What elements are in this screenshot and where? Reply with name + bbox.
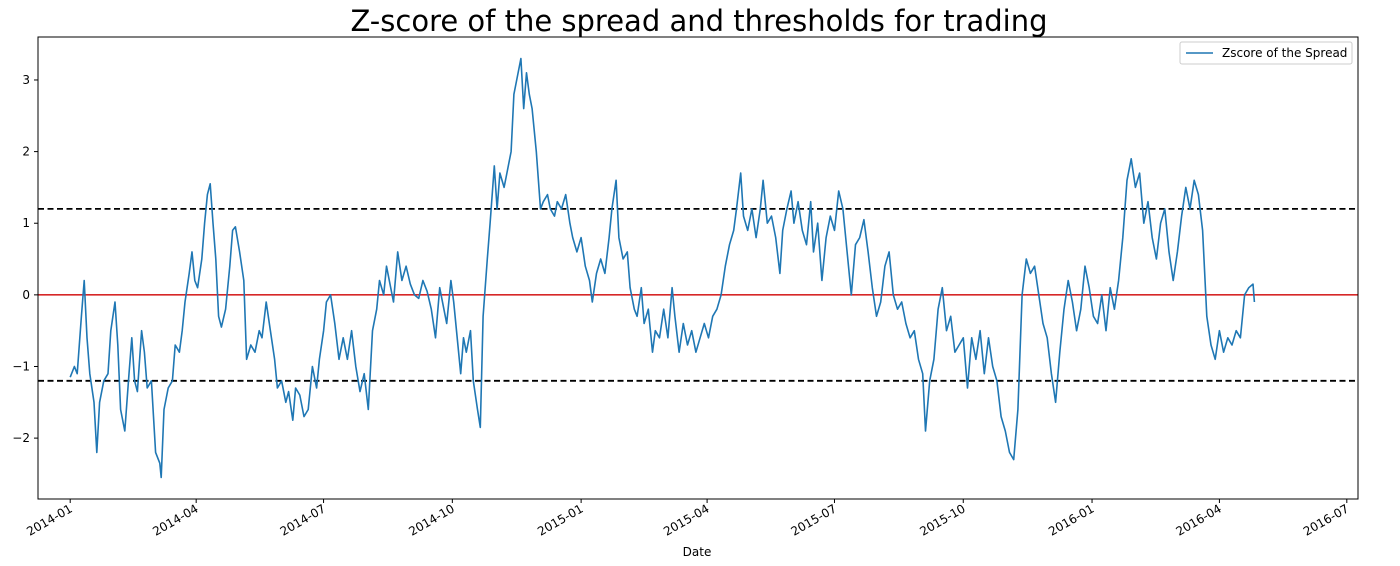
y-tick-label: 3	[22, 73, 30, 87]
series-line-zscore	[69, 57, 1256, 479]
x-tick-label: 2016-04	[1173, 501, 1223, 538]
chart-title: Z-score of the spread and thresholds for…	[350, 4, 1047, 38]
y-tick-label: 2	[22, 145, 30, 159]
x-tick-label: 2014-01	[24, 501, 74, 538]
x-tick-label: 2015-07	[789, 501, 839, 538]
x-tick-label: 2014-04	[150, 501, 200, 538]
y-axis: 3 2 1 0 −1 −2	[12, 73, 38, 445]
x-tick-label: 2015-10	[917, 501, 967, 538]
x-axis-label: Date	[683, 545, 712, 559]
y-tick-label: 0	[22, 288, 30, 302]
plot-area	[38, 57, 1358, 479]
x-axis: 2014-01 2014-04 2014-07 2014-10 2015-01 2015-…	[24, 499, 1351, 539]
x-tick-label: 2014-07	[278, 501, 328, 538]
legend-box	[1179, 41, 1353, 65]
x-tick-label: 2016-01	[1046, 501, 1096, 538]
y-tick-label: −1	[12, 359, 30, 373]
x-tick-label: 2015-01	[535, 501, 585, 538]
y-tick-label: 1	[22, 216, 30, 230]
plot-frame	[37, 36, 1359, 500]
y-tick-label: −2	[12, 431, 30, 445]
legend-label: Zscore of the Spread	[1222, 46, 1347, 60]
x-tick-label: 2015-04	[661, 501, 711, 538]
legend: Zscore of the Spread	[1179, 41, 1353, 65]
x-tick-label: 2014-10	[406, 501, 456, 538]
x-tick-label: 2016-07	[1301, 501, 1351, 538]
